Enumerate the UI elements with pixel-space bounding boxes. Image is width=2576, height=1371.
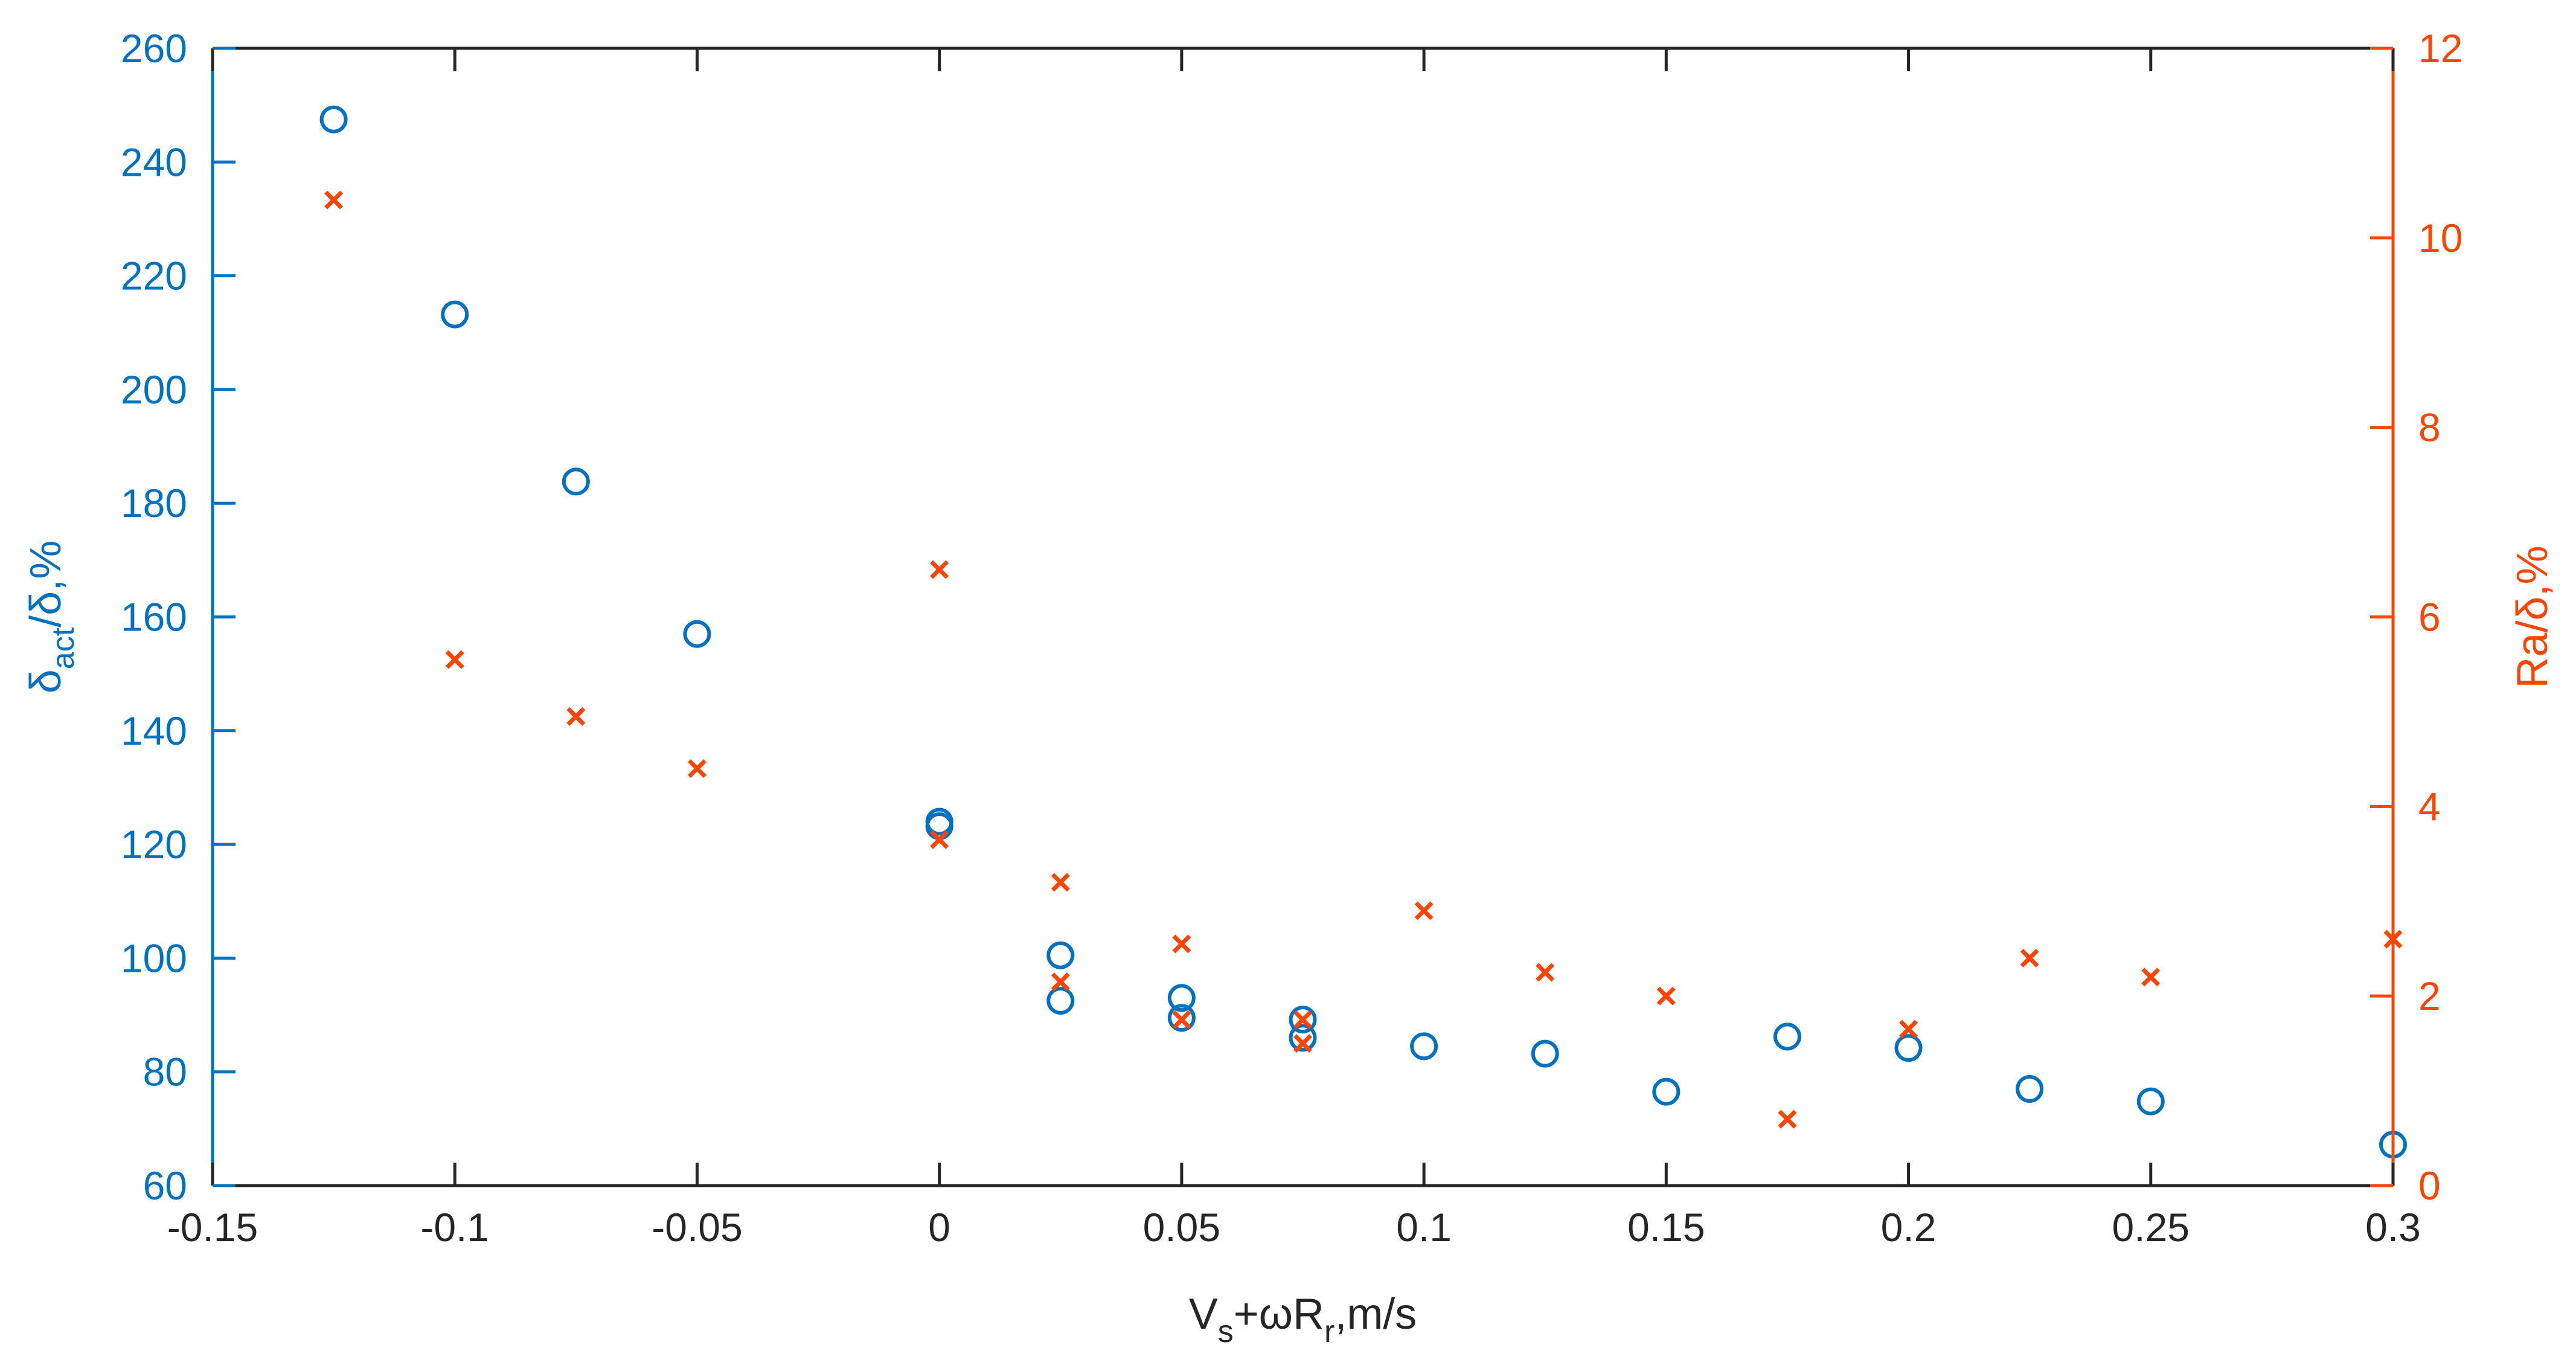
right-y-tick-label: 2	[2418, 974, 2441, 1018]
x-point	[324, 190, 344, 210]
left-y-axis-label: δact/δ,%	[22, 541, 81, 694]
left-y-tick-label: 80	[143, 1050, 187, 1094]
x-point	[1414, 901, 1434, 920]
left-y-tick-label: 260	[121, 26, 187, 71]
x-point	[1051, 873, 1070, 892]
right-y-tick-label: 4	[2418, 784, 2441, 829]
series-delta-ratio	[319, 105, 2407, 1159]
x-point	[1172, 1010, 1191, 1029]
left-y-tick-label: 140	[121, 708, 187, 753]
x-tick-label: -0.15	[167, 1205, 258, 1250]
right-y-tick-label: 0	[2418, 1163, 2441, 1208]
x-tick-label: 0.25	[2112, 1205, 2190, 1250]
left-y-tick-label: 100	[121, 936, 187, 980]
circle-point	[1289, 1024, 1317, 1052]
axes: -0.15 -0.1 -0.05 0 0.05 0.1 0.15 0.2 0.25 0.36080…	[121, 26, 2463, 1250]
right-y-tick-label: 6	[2418, 595, 2441, 640]
x-tick-label: 0.3	[2365, 1205, 2421, 1250]
circle-point	[1289, 1006, 1317, 1034]
x-point	[2141, 968, 2161, 987]
series-ra-ratio	[324, 190, 2403, 1129]
x-point	[1656, 986, 1676, 1006]
circle-point	[441, 300, 469, 329]
x-point	[1778, 1109, 1797, 1129]
x-point	[1293, 1010, 1312, 1029]
x-point	[1293, 1034, 1312, 1053]
circle-point	[1773, 1023, 1801, 1051]
left-y-tick-label: 220	[121, 254, 187, 298]
circle-point	[319, 105, 348, 133]
circle-point	[1652, 1077, 1680, 1106]
x-axis-label: Vs+ωRr,m/s	[1189, 1290, 1417, 1349]
left-y-tick-label: 60	[143, 1163, 187, 1208]
x-tick-label: 0.2	[1881, 1205, 1937, 1250]
right-y-axis-label: Ra/δ,%	[2508, 545, 2557, 688]
circle-point	[2016, 1074, 2044, 1103]
x-point	[687, 759, 706, 779]
left-y-tick-label: 120	[121, 822, 187, 867]
left-y-tick-label: 180	[121, 481, 187, 525]
circle-point	[1046, 941, 1075, 969]
circle-point	[1410, 1032, 1438, 1061]
circle-point	[1167, 984, 1196, 1012]
right-y-tick-label: 12	[2418, 26, 2462, 71]
x-point	[930, 830, 949, 849]
x-tick-label: 0	[928, 1205, 950, 1250]
x-tick-label: -0.1	[420, 1205, 489, 1250]
circle-point	[562, 467, 590, 496]
x-point	[1172, 934, 1191, 954]
x-tick-label: -0.05	[652, 1205, 742, 1250]
left-y-tick-label: 160	[121, 595, 187, 640]
x-point	[1899, 1019, 1918, 1039]
x-point	[930, 560, 949, 579]
left-y-tick-label: 240	[121, 140, 187, 184]
x-point	[445, 650, 464, 669]
circle-point	[683, 620, 711, 648]
x-point	[566, 707, 586, 726]
circle-point	[1167, 1004, 1196, 1032]
x-point	[1536, 963, 1555, 982]
right-y-tick-label: 8	[2418, 405, 2441, 450]
x-tick-label: 0.1	[1396, 1205, 1452, 1250]
x-tick-label: 0.15	[1627, 1205, 1705, 1250]
circle-point	[1531, 1039, 1559, 1068]
x-point	[1051, 972, 1070, 992]
x-tick-label: 0.05	[1143, 1205, 1220, 1250]
left-y-tick-label: 200	[121, 367, 187, 412]
circle-point	[2136, 1087, 2165, 1116]
axis-labels: Vs+ωRr,m/s δact/δ,% Ra/δ,%	[22, 541, 2557, 1349]
x-point	[2020, 948, 2039, 968]
circle-point	[1046, 987, 1075, 1015]
right-y-tick-label: 10	[2418, 216, 2462, 260]
circle-point	[1894, 1034, 1923, 1062]
